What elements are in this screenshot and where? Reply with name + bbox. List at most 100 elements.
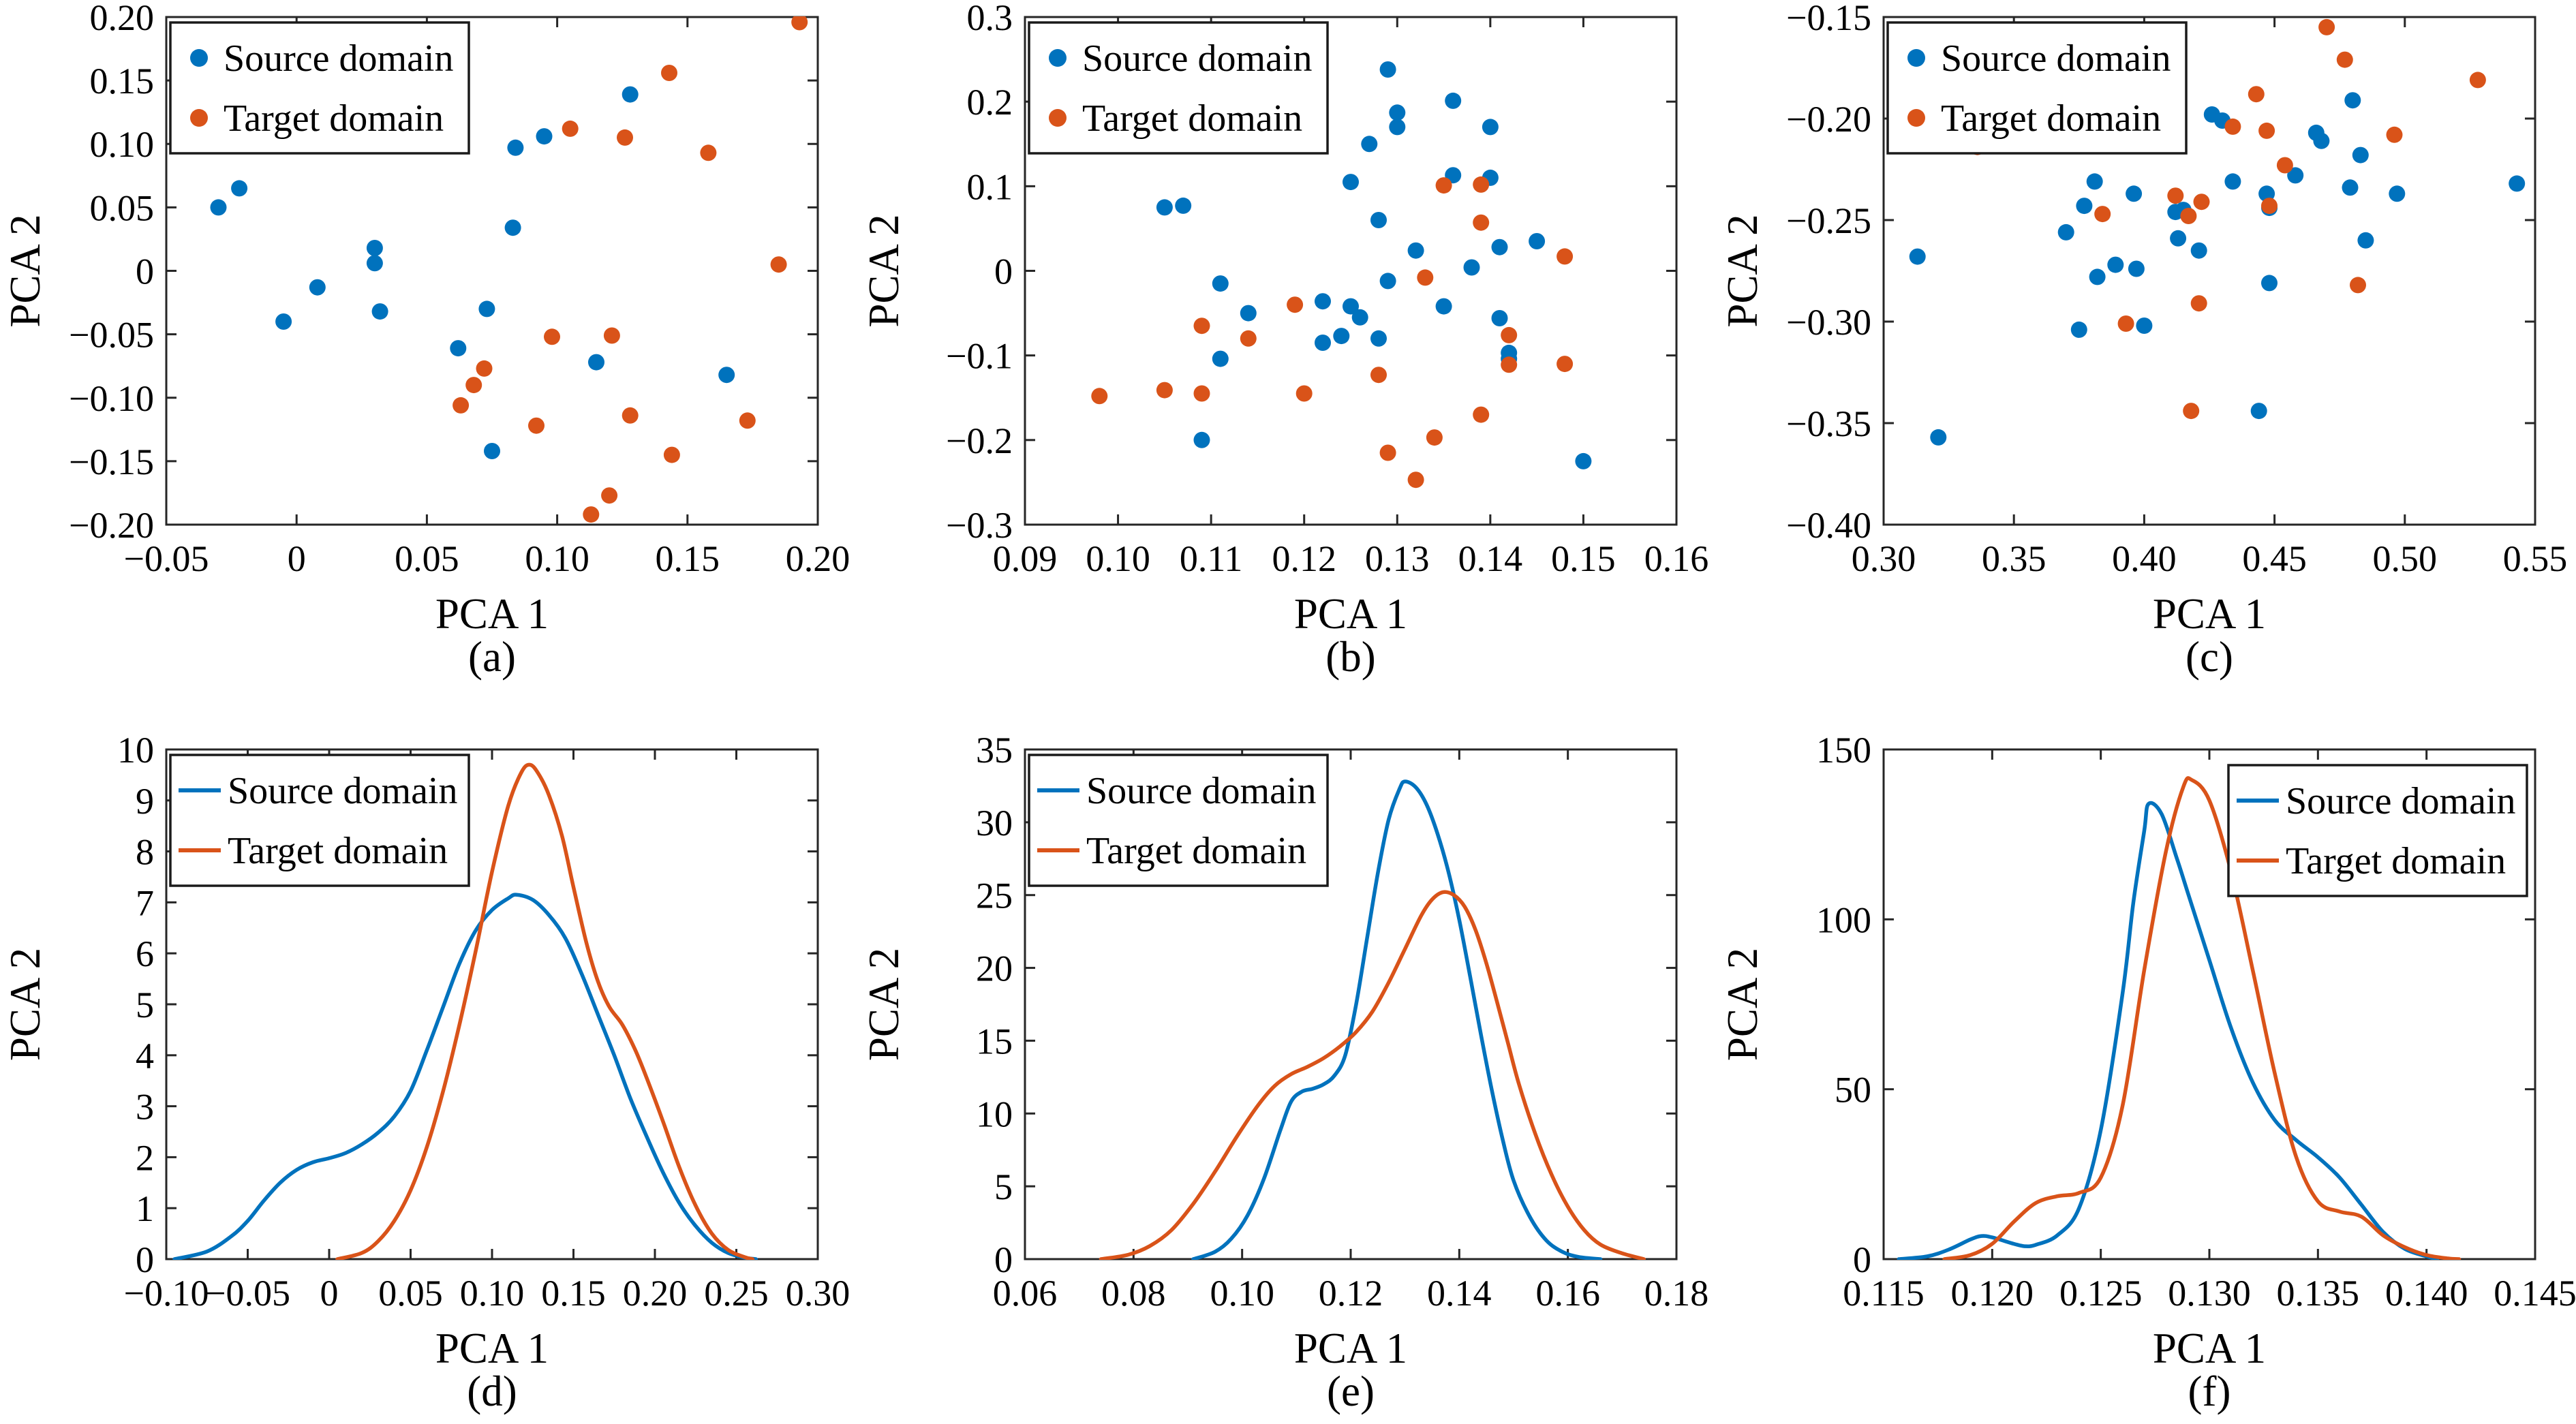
scatter-point-source [1909,248,1926,265]
scatter-point-source [2250,403,2267,420]
scatter-point-source [2509,175,2526,192]
legend: Source domain Target domain [169,754,470,887]
scatter-point-target [1473,406,1490,423]
scatter-point-source [2261,275,2278,292]
x-tick-label: 0.10 [525,538,589,579]
scatter-point-source [1175,197,1192,214]
y-tick-label: 0 [136,1239,154,1280]
subplot-caption: (c) [2186,633,2233,681]
x-tick-label: 0.11 [1180,538,1243,579]
scatter-point-target [1193,318,1210,335]
scatter-point-target [739,412,756,429]
x-tick-label: 0.13 [1365,538,1430,579]
legend-label-source: Source domain [1086,770,1316,812]
subplot-f: 0.115 0.120 0.125 0.130 0.135 0.140 0.145 0 50 10… [1717,712,2576,1424]
y-tick-label: 0.3 [967,0,1013,38]
legend-label-target: Target domain [228,830,448,872]
scatter-point-source [1240,305,1257,322]
scatter-point-target [1426,429,1443,446]
scatter-point-target [2276,157,2293,174]
y-tick-label: −0.2 [946,420,1013,461]
scatter-point-source [1156,199,1173,216]
scatter-point-target [2183,403,2200,420]
plot-box [1024,16,1678,526]
y-tick-label: −0.15 [69,442,154,482]
scatter-point-source [1379,273,1396,290]
scatter-point-target [770,256,787,273]
scatter-point-source [2344,92,2361,109]
scatter-point-target [528,417,545,434]
subplot-caption: (d) [467,1367,517,1415]
scatter-point-source [507,139,524,156]
x-tick-label: 0.25 [704,1273,769,1314]
scatter-point-source [2070,321,2087,338]
scatter-point-target [2190,295,2207,312]
scatter-point-source [588,354,604,371]
y-tick-label: 150 [1816,730,1871,771]
scatter-point-source [1212,350,1229,367]
scatter-point-source [1491,238,1508,256]
subplot-a-canvas: −0.05 0 0.05 0.10 0.15 0.20 −0.20 −0.15 −0.10 −0.… [1,0,850,681]
scatter-point-target [601,487,618,504]
x-axis-label: PCA 1 [1294,1325,1407,1372]
x-tick-label: 0.15 [541,1273,606,1314]
legend-marker-dot-target [1907,109,1925,127]
scatter-point-target [1501,356,1518,373]
scatter-point-target [617,129,633,146]
scatter-point-target [622,407,639,424]
scatter-point-target [2261,198,2278,215]
y-tick-label: −0.40 [1786,505,1871,546]
scatter-point-target [2318,18,2335,35]
scatter-point-target [1379,444,1396,461]
scatter-point-target [583,506,600,523]
legend-marker-dot-source [190,49,208,67]
scatter-point-source [2224,173,2241,190]
y-tick-label: −0.15 [1786,0,1871,38]
scatter-point-source [2128,260,2145,277]
legend-marker-dot-target [1049,109,1067,127]
legend-label-target: Target domain [224,97,444,140]
scatter-point-target [1557,356,1574,373]
scatter-point-source [2086,173,2103,190]
scatter-point-source [1389,104,1406,121]
y-tick-label: 0 [1853,1239,1871,1280]
scatter-point-source [1351,309,1368,326]
series-group [1099,779,1646,1260]
y-tick-label: 2 [136,1137,154,1178]
scatter-point-target [1370,367,1387,384]
scatter-point-target [1287,296,1304,313]
y-tick-label: −0.20 [69,505,154,546]
legend-label-source: Source domain [228,770,457,812]
series-group [1091,61,1592,489]
scatter-point-target [1501,326,1518,343]
y-tick-label: 10 [117,730,154,771]
y-tick-label: 35 [976,730,1013,771]
scatter-point-source [210,199,227,216]
scatter-point-target [2336,51,2353,68]
subplot-d: −0.10 −0.05 0 0.05 0.10 0.15 0.20 0.25 0.30 0 1 2 3 4… [0,712,859,1424]
series-group [1897,776,2462,1260]
x-tick-label: 0 [288,538,306,579]
subplot-b-canvas: 0.09 0.10 0.11 0.12 0.13 0.14 0.15 0.16−0.3−0.2… [860,0,1708,681]
subplot-c: 0.30 0.35 0.40 0.45 0.50 0.55 −0.40 −0.35 −0.30 −… [1717,0,2576,712]
x-tick-label: 0.30 [786,1273,850,1314]
scatter-point-target [661,65,677,81]
scatter-point-source [718,367,735,384]
subplot-d-canvas: −0.10−0.05 0 0.05 0.10 0.15 0.20 0.25 0.30 0 1 2 3 4… [1,730,850,1415]
scatter-point-source [2342,179,2359,196]
scatter-point-source [484,443,500,459]
y-tick-label: 50 [1835,1070,1871,1111]
scatter-point-target [1091,388,1108,405]
y-tick-label: 0 [136,251,154,292]
scatter-series-target [1091,176,1574,489]
scatter-point-target [1240,330,1257,347]
legend-label-target: Target domain [1082,97,1302,140]
scatter-point-source [450,340,467,357]
x-tick-label: 0.45 [2242,538,2307,579]
scatter-point-source [2352,146,2369,164]
x-tick-label: 0.08 [1101,1273,1166,1314]
scatter-point-target [2386,126,2403,143]
y-tick-label: 1 [136,1188,154,1229]
legend-label-source: Source domain [224,37,453,80]
